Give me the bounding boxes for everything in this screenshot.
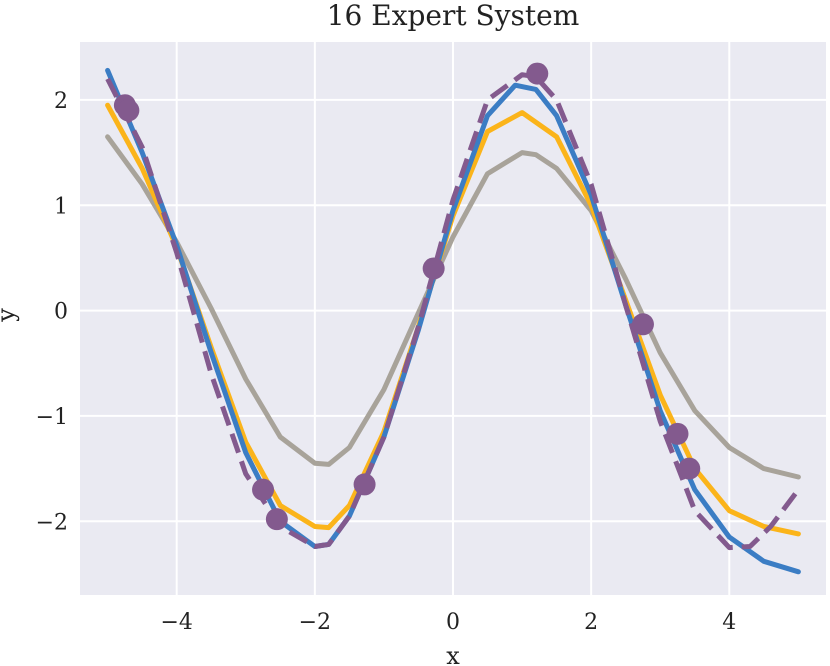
series-line-4	[105, 72, 801, 551]
scatter-point	[631, 313, 654, 336]
x-tick-label: −2	[299, 610, 331, 635]
x-tick-label: 2	[584, 610, 598, 635]
scatter-point	[265, 508, 288, 531]
x-axis-label: x	[446, 642, 460, 666]
y-tick-label: 2	[54, 89, 68, 114]
x-tick-label: 0	[446, 610, 460, 635]
x-tick-label: 4	[722, 610, 736, 635]
y-tick-label: −1	[36, 405, 68, 430]
scatter-point	[353, 473, 376, 496]
y-tick-label: −2	[36, 510, 68, 535]
y-axis-label: y	[0, 308, 20, 323]
scatter-layer	[113, 62, 701, 531]
scatter-point	[526, 62, 549, 85]
y-tick-label: 0	[54, 300, 68, 325]
chart-title: 16 Expert System	[327, 0, 580, 32]
scatter-point	[252, 478, 275, 501]
y-tick-label: 1	[54, 194, 68, 219]
ticks-layer: −4 −2 0 2 4 −2 −1 0 1 2	[36, 89, 737, 635]
scatter-point	[117, 99, 140, 122]
x-tick-label: −4	[160, 610, 192, 635]
scatter-point	[422, 257, 445, 280]
scatter-point	[666, 422, 689, 445]
scatter-point	[678, 457, 701, 480]
series-line-1	[105, 134, 801, 480]
